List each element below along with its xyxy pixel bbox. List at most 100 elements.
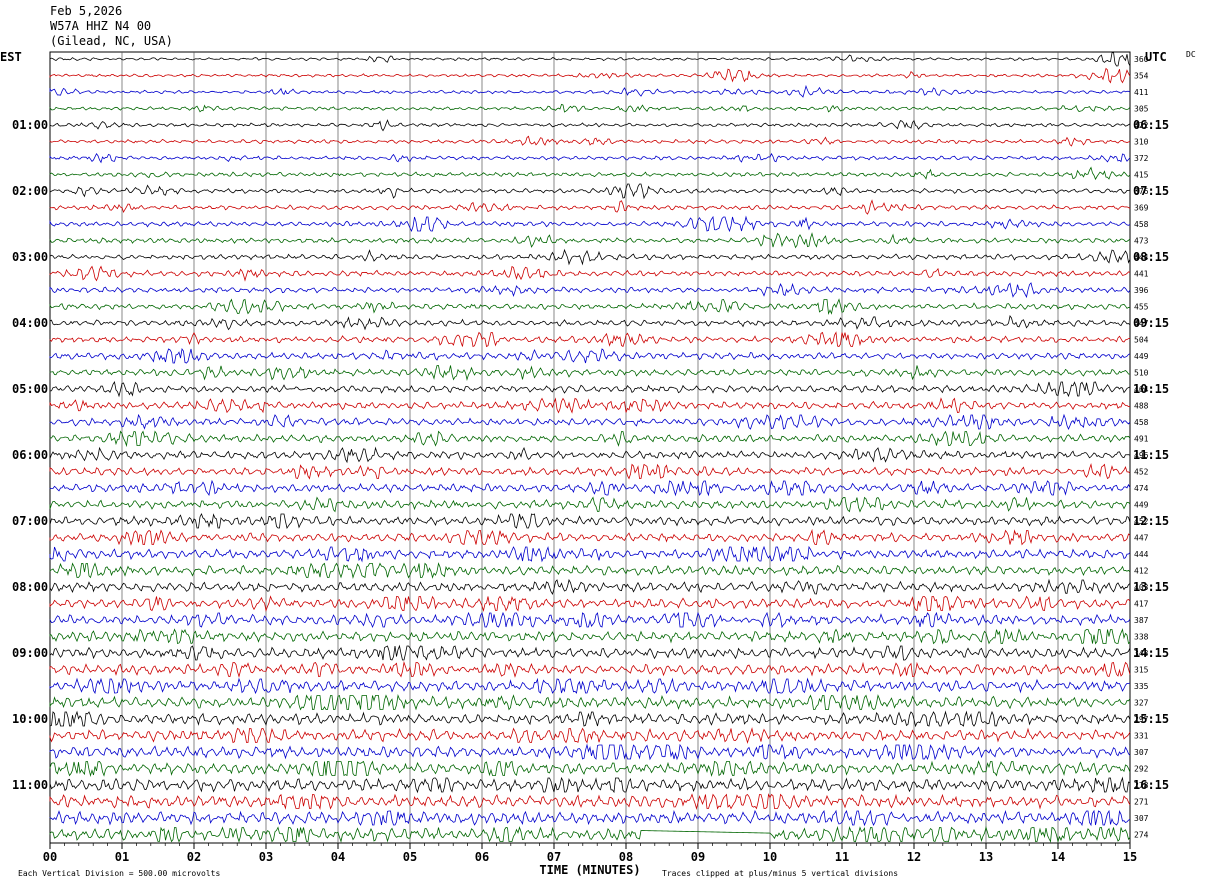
dc-offset-label: 488	[1134, 402, 1149, 411]
x-tick-label: 12	[907, 850, 921, 864]
trace-line	[49, 776, 1131, 794]
trace-line	[49, 446, 1131, 464]
header-date: Feb 5,2026	[50, 4, 123, 18]
trace-line	[49, 166, 1131, 181]
x-tick-label: 03	[259, 850, 273, 864]
x-tick-label: 14	[1051, 850, 1065, 864]
left-hour-label: 08:00	[12, 580, 48, 594]
trace-line	[49, 103, 1131, 113]
trace-line	[49, 825, 1131, 844]
right-timezone-label: UTC	[1145, 50, 1167, 64]
trace-line	[49, 562, 1131, 580]
dc-offset-label: 360	[1134, 55, 1149, 64]
dc-header-label: DC	[1186, 50, 1196, 59]
trace-line	[49, 298, 1131, 315]
dc-offset-label: 444	[1134, 550, 1149, 559]
dc-offset-label: 452	[1134, 468, 1149, 477]
dc-offset-label: 473	[1134, 237, 1149, 246]
right-hour-label: 07:15	[1133, 184, 1169, 198]
dc-offset-label: 417	[1134, 600, 1149, 609]
dc-offset-label: 274	[1134, 831, 1149, 840]
dc-offset-label: 372	[1134, 154, 1149, 163]
trace-line	[49, 528, 1131, 546]
trace-line	[49, 463, 1131, 480]
trace-line	[49, 413, 1131, 431]
trace-line	[49, 67, 1131, 84]
header-location: (Gilead, NC, USA)	[50, 34, 173, 48]
left-timezone-label: EST	[0, 50, 22, 64]
dc-offset-label: 444	[1134, 253, 1149, 262]
x-tick-label: 05	[403, 850, 417, 864]
trace-line	[49, 84, 1131, 98]
trace-line	[49, 265, 1131, 282]
x-tick-label: 00	[43, 850, 57, 864]
dc-offset-label: 310	[1134, 138, 1149, 147]
dc-offset-label: 411	[1134, 88, 1149, 97]
left-hour-label: 02:00	[12, 184, 48, 198]
trace-line	[49, 380, 1131, 398]
dc-offset-label: 455	[1134, 303, 1149, 312]
dc-offset-label: 305	[1134, 105, 1149, 114]
dc-offset-label: 335	[1134, 682, 1149, 691]
trace-line	[49, 628, 1131, 645]
footer-right-label: Traces clipped at plus/minus 5 vertical …	[662, 869, 898, 878]
dc-offset-label: 327	[1134, 699, 1149, 708]
dc-offset-label: 464	[1134, 385, 1149, 394]
dc-offset-label: 458	[1134, 418, 1149, 427]
dc-offset-label: 447	[1134, 534, 1149, 543]
right-hour-label: 08:15	[1133, 250, 1169, 264]
trace-line	[49, 199, 1131, 215]
trace-line	[49, 760, 1131, 778]
trace-line	[49, 793, 1131, 811]
dc-offset-label: 447	[1134, 319, 1149, 328]
dc-offset-label: 449	[1134, 501, 1149, 510]
x-tick-label: 15	[1123, 850, 1137, 864]
trace-line	[49, 727, 1131, 744]
trace-line	[49, 248, 1131, 266]
dc-offset-label: 354	[1134, 72, 1149, 81]
left-hour-label: 10:00	[12, 712, 48, 726]
dc-offset-label: 504	[1134, 336, 1149, 345]
footer-left-label: Each Vertical Division = 500.00 microvol…	[18, 869, 220, 878]
x-tick-label: 10	[763, 850, 777, 864]
right-hour-label: 15:15	[1133, 712, 1169, 726]
dc-offset-label: 387	[1134, 616, 1149, 625]
x-axis-label: TIME (MINUTES)	[539, 863, 640, 877]
trace-line	[49, 710, 1131, 728]
dc-offset-label: 510	[1134, 369, 1149, 378]
dc-offset-label: 396	[1134, 286, 1149, 295]
trace-line	[49, 365, 1131, 382]
trace-line	[49, 331, 1131, 348]
x-tick-label: 08	[619, 850, 633, 864]
right-hour-label: 06:15	[1133, 118, 1169, 132]
left-hour-label: 01:00	[12, 118, 48, 132]
trace-line	[49, 51, 1131, 67]
trace-line	[49, 595, 1131, 613]
dc-offset-label: 474	[1134, 484, 1149, 493]
dc-offset-label: 369	[1134, 204, 1149, 213]
dc-offset-label: 422	[1134, 121, 1149, 130]
trace-line	[49, 644, 1131, 661]
x-tick-label: 07	[547, 850, 561, 864]
trace-line	[49, 496, 1131, 513]
left-hour-label: 05:00	[12, 382, 48, 396]
dc-offset-label: 441	[1134, 270, 1149, 279]
trace-line	[49, 430, 1131, 448]
dc-offset-label: 297	[1134, 715, 1149, 724]
trace-line	[49, 677, 1131, 695]
x-tick-label: 04	[331, 850, 345, 864]
dc-offset-label: 496	[1134, 451, 1149, 460]
dc-offset-label: 307	[1134, 748, 1149, 757]
dc-offset-label: 415	[1134, 171, 1149, 180]
trace-line	[49, 215, 1131, 233]
trace-line	[49, 135, 1131, 147]
trace-line	[49, 119, 1131, 132]
dc-offset-label: 491	[1134, 435, 1149, 444]
dc-offset-label: 452	[1134, 517, 1149, 526]
dc-offset-label: 338	[1134, 633, 1149, 642]
dc-offset-label: 292	[1134, 765, 1149, 774]
dc-offset-label: 315	[1134, 666, 1149, 675]
header-station: W57A HHZ N4 00	[50, 19, 152, 33]
right-hour-label: 10:15	[1133, 382, 1169, 396]
